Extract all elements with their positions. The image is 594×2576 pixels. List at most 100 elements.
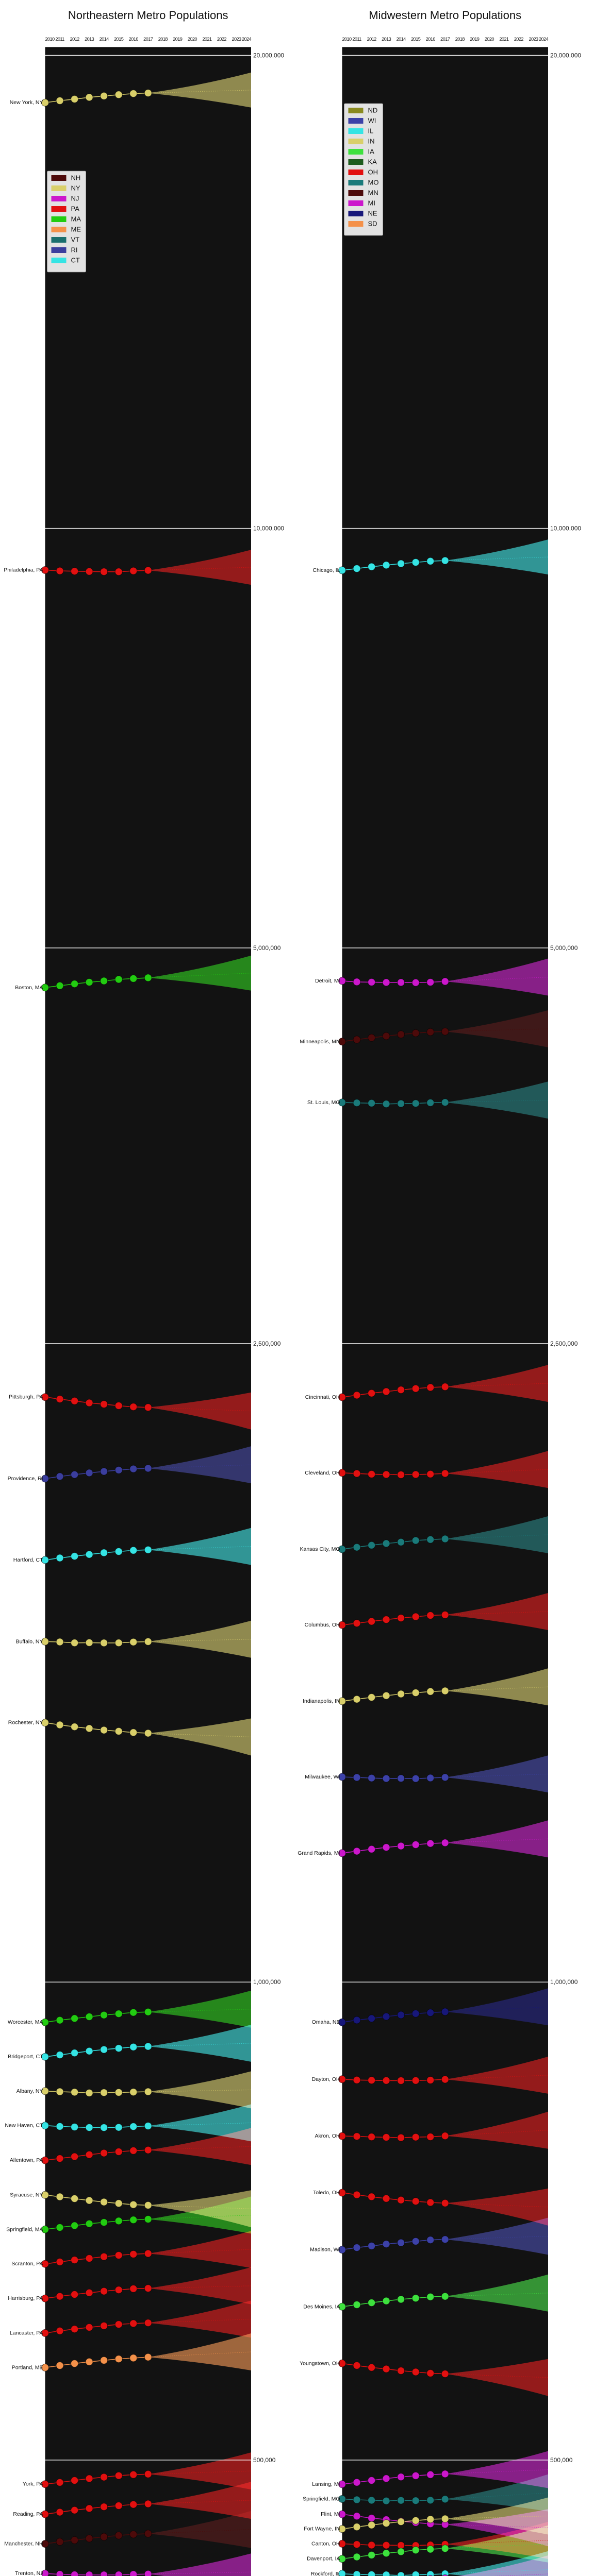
svg-text:2011: 2011	[352, 37, 361, 42]
svg-text:2021: 2021	[202, 37, 212, 42]
svg-text:CT: CT	[71, 257, 80, 264]
svg-text:Detroit, MI: Detroit, MI	[315, 978, 340, 984]
svg-text:2015: 2015	[411, 37, 421, 42]
svg-text:5,000,000: 5,000,000	[253, 944, 281, 952]
svg-text:2016: 2016	[129, 37, 139, 42]
svg-text:ND: ND	[368, 107, 378, 114]
svg-text:2024: 2024	[242, 37, 252, 42]
svg-text:NY: NY	[71, 184, 80, 192]
svg-text:2014: 2014	[100, 37, 109, 42]
svg-text:KA: KA	[368, 158, 377, 166]
svg-text:Portland, ME: Portland, ME	[12, 2364, 43, 2370]
svg-text:2011: 2011	[55, 37, 64, 42]
svg-text:2023: 2023	[232, 37, 241, 42]
svg-text:Toledo, OH: Toledo, OH	[313, 2190, 340, 2196]
svg-text:2016: 2016	[426, 37, 436, 42]
svg-text:Minneapolis, MN: Minneapolis, MN	[300, 1039, 340, 1045]
svg-text:Lancaster, PA: Lancaster, PA	[10, 2330, 43, 2336]
svg-text:Trenton, NJ: Trenton, NJ	[15, 2570, 43, 2576]
svg-text:SD: SD	[368, 220, 377, 228]
svg-text:Springfield, MO: Springfield, MO	[303, 2496, 340, 2502]
svg-text:2013: 2013	[382, 37, 391, 42]
svg-text:NE: NE	[368, 210, 377, 217]
svg-text:Worcester, MA: Worcester, MA	[8, 2019, 43, 2025]
svg-text:Rochester, NY: Rochester, NY	[8, 1720, 43, 1726]
svg-text:York, PA: York, PA	[23, 2481, 43, 2487]
svg-text:Omaha, NE: Omaha, NE	[312, 2019, 340, 2025]
svg-text:Madison, WI: Madison, WI	[310, 2247, 340, 2253]
svg-text:New Haven, CT: New Haven, CT	[5, 2123, 43, 2129]
svg-text:2017: 2017	[143, 37, 153, 42]
svg-text:Milwaukee, WI: Milwaukee, WI	[305, 1774, 340, 1780]
svg-text:2010: 2010	[45, 37, 55, 42]
svg-text:2020: 2020	[188, 37, 197, 42]
svg-text:2022: 2022	[514, 37, 524, 42]
svg-text:Fort Wayne, IN: Fort Wayne, IN	[304, 2526, 340, 2532]
svg-text:20,000,000: 20,000,000	[550, 52, 581, 59]
svg-text:Albany, NY: Albany, NY	[16, 2088, 43, 2094]
svg-text:10,000,000: 10,000,000	[253, 525, 284, 532]
svg-text:2018: 2018	[455, 37, 465, 42]
svg-text:Harrisburg, PA: Harrisburg, PA	[8, 2295, 43, 2301]
svg-text:Hartford, CT: Hartford, CT	[13, 1557, 43, 1563]
svg-text:1,000,000: 1,000,000	[253, 1978, 281, 1986]
svg-text:2,500,000: 2,500,000	[253, 1340, 281, 1347]
svg-text:Springfield, MA: Springfield, MA	[6, 2226, 43, 2232]
svg-text:Pittsburgh, PA: Pittsburgh, PA	[9, 1394, 43, 1400]
svg-text:Lansing, MI: Lansing, MI	[312, 2481, 340, 2487]
svg-text:1,000,000: 1,000,000	[550, 1978, 578, 1986]
svg-text:Flint, MI: Flint, MI	[321, 2511, 340, 2517]
svg-text:2012: 2012	[367, 37, 377, 42]
svg-text:2014: 2014	[397, 37, 406, 42]
svg-text:IN: IN	[368, 138, 375, 145]
svg-text:NH: NH	[71, 174, 81, 182]
svg-text:WI: WI	[368, 117, 376, 125]
svg-text:10,000,000: 10,000,000	[550, 525, 581, 532]
svg-text:20,000,000: 20,000,000	[253, 52, 284, 59]
svg-text:2020: 2020	[485, 37, 494, 42]
svg-text:500,000: 500,000	[550, 2456, 573, 2464]
svg-text:Akron, OH: Akron, OH	[315, 2133, 340, 2139]
svg-text:2023: 2023	[529, 37, 538, 42]
svg-text:MI: MI	[368, 199, 375, 207]
svg-text:RI: RI	[71, 246, 78, 254]
svg-text:Columbus, OH: Columbus, OH	[305, 1622, 340, 1628]
svg-text:NJ: NJ	[71, 195, 79, 202]
svg-text:Cincinnati, OH: Cincinnati, OH	[305, 1394, 340, 1400]
svg-text:Canton, OH: Canton, OH	[311, 2540, 340, 2547]
svg-text:Providence, RI: Providence, RI	[8, 1476, 43, 1482]
svg-text:2018: 2018	[158, 37, 168, 42]
svg-text:Davenport, IA: Davenport, IA	[307, 2556, 340, 2562]
svg-text:2013: 2013	[85, 37, 94, 42]
svg-text:Youngstown, OH: Youngstown, OH	[300, 2360, 340, 2366]
svg-text:Des Moines, IA: Des Moines, IA	[303, 2303, 340, 2310]
svg-text:2,500,000: 2,500,000	[550, 1340, 578, 1347]
svg-text:Rockford, IL: Rockford, IL	[311, 2571, 340, 2576]
svg-text:Indianapolis, IN: Indianapolis, IN	[303, 1698, 340, 1704]
svg-text:New York, NY: New York, NY	[10, 99, 43, 106]
svg-text:Cleveland, OH: Cleveland, OH	[305, 1470, 340, 1476]
svg-text:MO: MO	[368, 179, 379, 187]
svg-text:IA: IA	[368, 148, 375, 156]
svg-text:Syracuse, NY: Syracuse, NY	[10, 2192, 43, 2198]
svg-text:Dayton, OH: Dayton, OH	[312, 2076, 340, 2082]
svg-text:2022: 2022	[217, 37, 227, 42]
svg-text:500,000: 500,000	[253, 2456, 276, 2464]
svg-text:IL: IL	[368, 127, 374, 135]
svg-text:2017: 2017	[440, 37, 450, 42]
svg-text:2021: 2021	[499, 37, 509, 42]
svg-text:Scranton, PA: Scranton, PA	[11, 2261, 43, 2267]
svg-text:2012: 2012	[70, 37, 80, 42]
svg-text:Kansas City, MO: Kansas City, MO	[300, 1546, 340, 1552]
svg-text:Chicago, IL: Chicago, IL	[312, 567, 340, 573]
svg-text:Grand Rapids, MI: Grand Rapids, MI	[298, 1850, 340, 1856]
svg-text:OH: OH	[368, 168, 378, 176]
svg-text:2015: 2015	[114, 37, 124, 42]
svg-text:VT: VT	[71, 236, 80, 244]
svg-text:Buffalo, NY: Buffalo, NY	[16, 1638, 43, 1645]
svg-text:Midwestern Metro Populations: Midwestern Metro Populations	[369, 9, 521, 22]
svg-text:Manchester, NH: Manchester, NH	[4, 2541, 43, 2547]
svg-text:St. Louis, MO: St. Louis, MO	[307, 1099, 340, 1106]
svg-text:Northeastern Metro Populations: Northeastern Metro Populations	[68, 9, 228, 22]
svg-text:5,000,000: 5,000,000	[550, 944, 578, 952]
